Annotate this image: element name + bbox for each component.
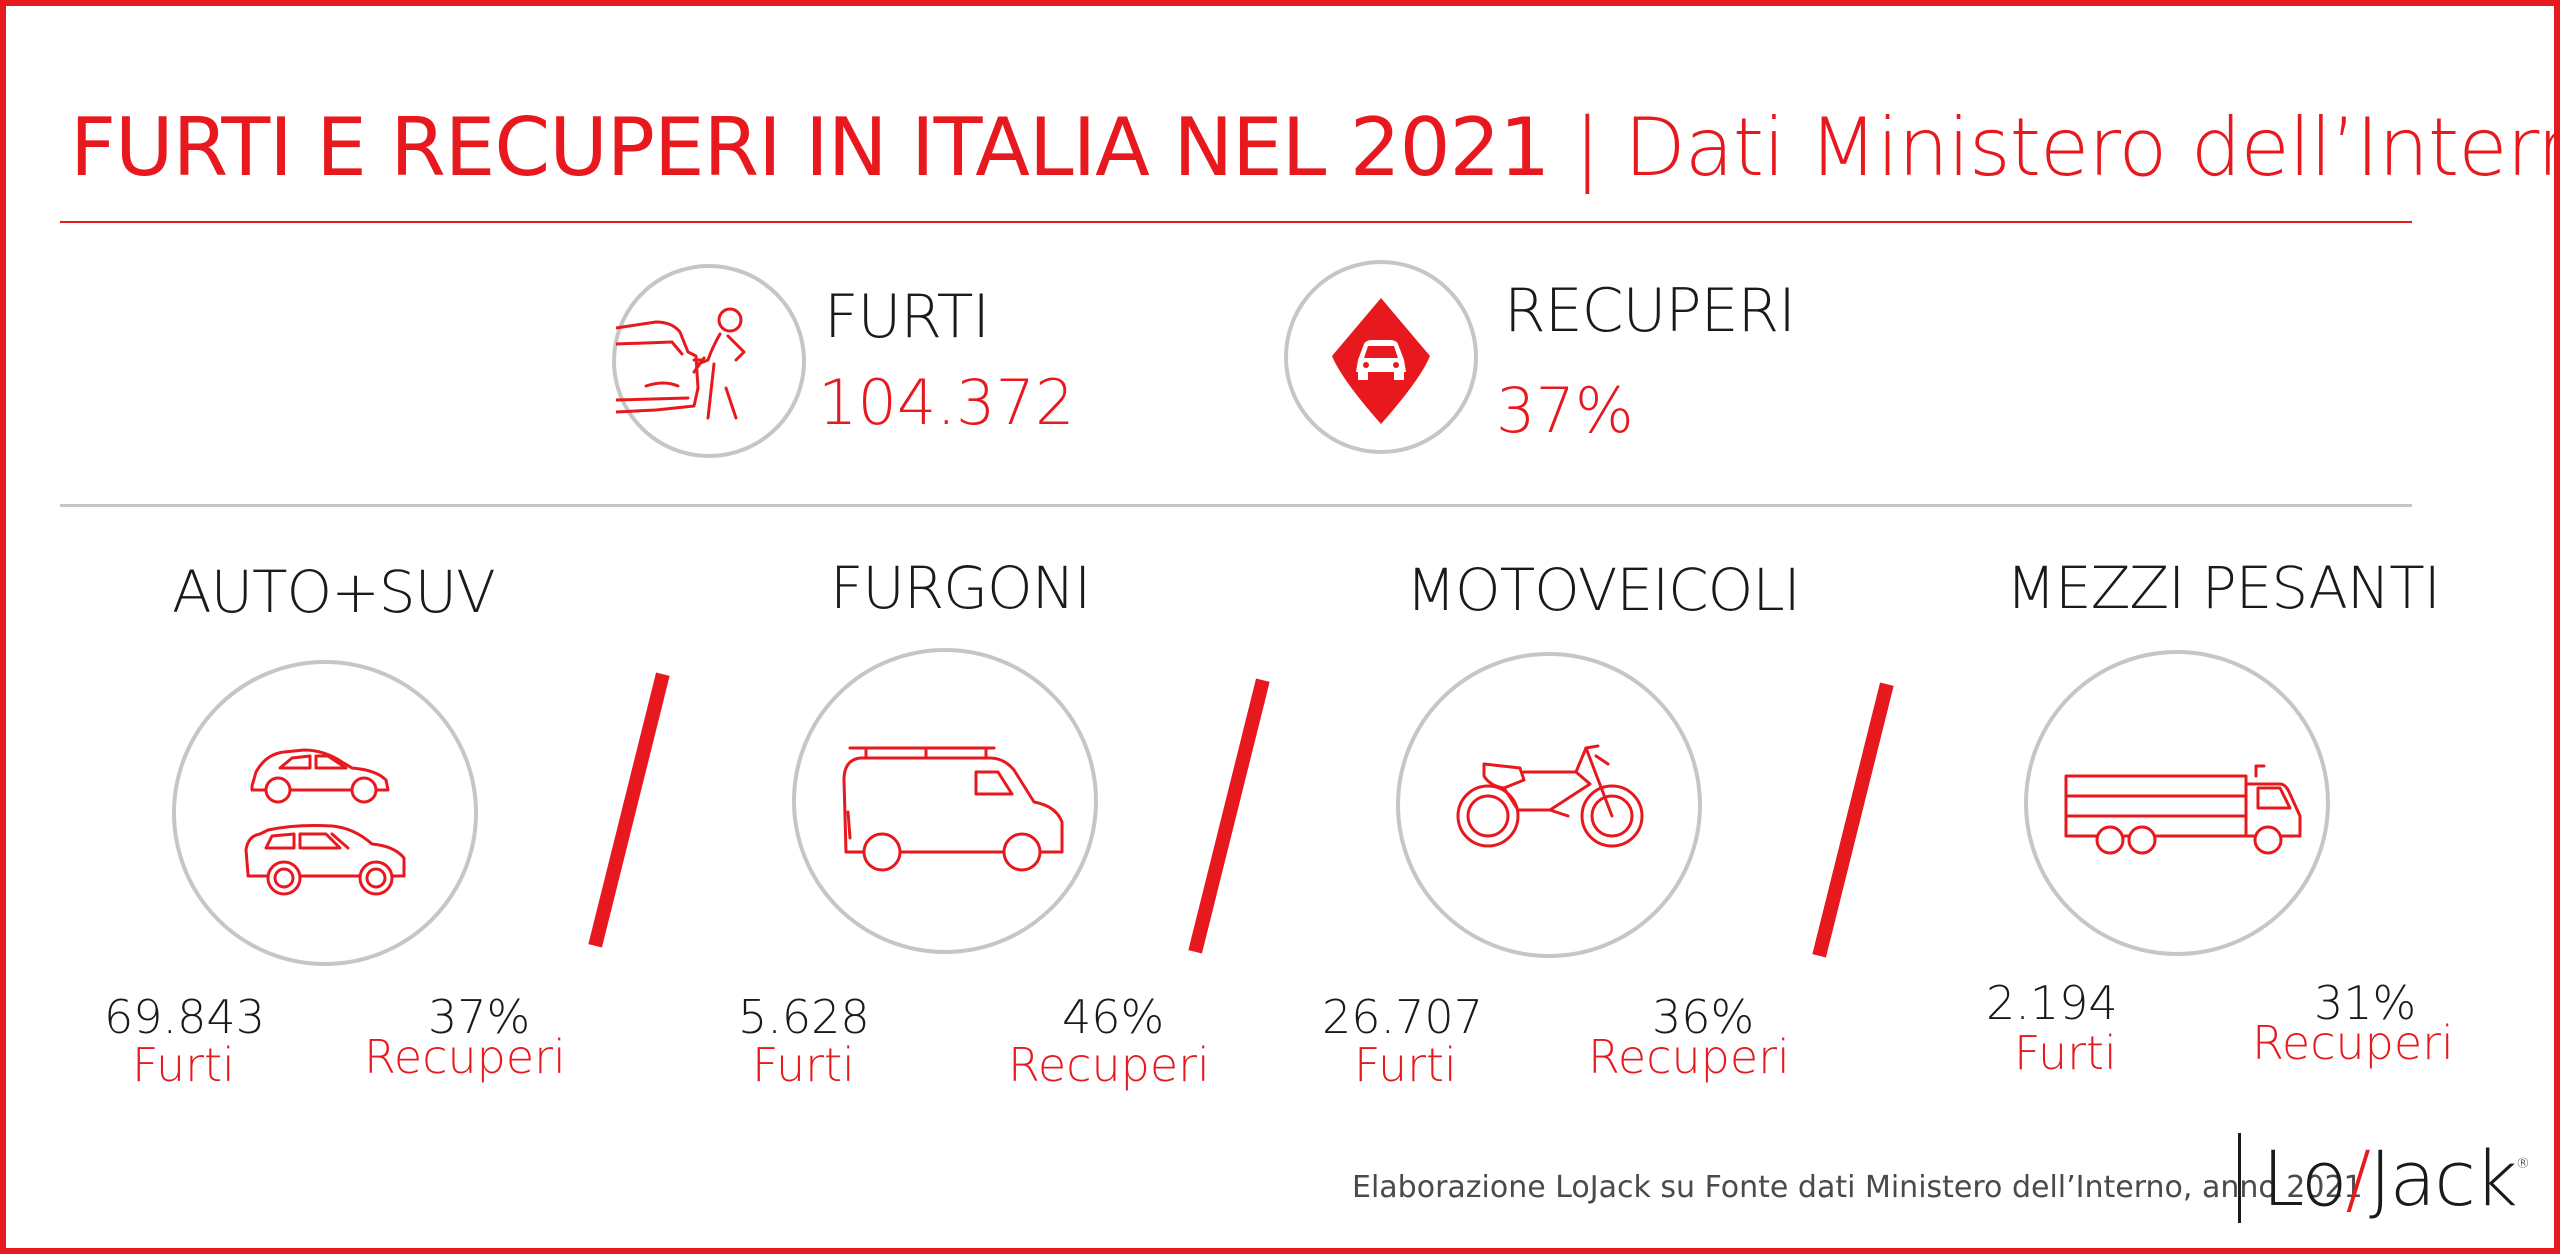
title-main: FURTI E RECUPERI IN ITALIA NEL 2021 [70, 101, 1550, 194]
auto-suv-recuperi-label: Recuperi [364, 1030, 566, 1084]
car-suv-icon [244, 748, 406, 896]
category-label-motoveicoli: MOTOVEICOLI [1406, 556, 1801, 624]
truck-icon [2064, 764, 2302, 855]
motoveicoli-recuperi-value: 36% [1652, 990, 1755, 1044]
motoveicoli-furti-label: Furti [1354, 1038, 1457, 1092]
mezzi-pesanti-icon-circle [2024, 650, 2330, 956]
auto-suv-furti-value: 69.843 [104, 990, 265, 1044]
logo-slash: / [2345, 1134, 2372, 1223]
lojack-logo: Lo/Jack® [2262, 1134, 2530, 1223]
page-title: FURTI E RECUPERI IN ITALIA NEL 2021 | Da… [70, 98, 2560, 198]
logo-registered-mark: ® [2515, 1156, 2530, 1172]
mezzi-pesanti-furti-label: Furti [2014, 1026, 2117, 1080]
logo-text-left: Lo [2262, 1134, 2348, 1223]
recuperi-total-value: 37% [1496, 374, 1634, 447]
motoveicoli-icon-circle [1396, 652, 1702, 958]
furti-total-icon-circle [612, 264, 806, 458]
logo-divider [2238, 1133, 2241, 1223]
furti-total-value: 104.372 [818, 366, 1075, 439]
mezzi-pesanti-recuperi-label: Recuperi [2252, 1016, 2454, 1070]
title-separator: | [1573, 101, 1601, 194]
furgoni-icon-circle [792, 648, 1098, 954]
logo-text-right: Jack [2369, 1134, 2518, 1223]
car-thief-icon [616, 307, 746, 420]
recuperi-total-icon-circle [1284, 260, 1478, 454]
motoveicoli-furti-value: 26.707 [1322, 990, 1483, 1044]
category-label-auto-suv: AUTO+SUV [172, 558, 496, 626]
furgoni-furti-label: Furti [752, 1038, 855, 1092]
auto-suv-recuperi-value: 37% [428, 990, 531, 1044]
furgoni-furti-value: 5.628 [738, 990, 870, 1044]
furti-total-label: FURTI [824, 282, 990, 352]
furgoni-recuperi-value: 46% [1062, 990, 1165, 1044]
recuperi-total-label: RECUPERI [1504, 276, 1796, 346]
mezzi-pesanti-recuperi-value: 31% [2314, 976, 2417, 1030]
section-divider [60, 504, 2412, 507]
motoveicoli-recuperi-label: Recuperi [1588, 1030, 1790, 1084]
van-icon [842, 746, 1064, 872]
category-label-mezzi-pesanti: MEZZI PESANTI [2006, 554, 2441, 622]
furgoni-recuperi-label: Recuperi [1008, 1038, 1210, 1092]
auto-suv-furti-label: Furti [132, 1038, 235, 1092]
category-label-furgoni: FURGONI [830, 554, 1091, 622]
map-pin-car-icon [1332, 298, 1430, 424]
mezzi-pesanti-furti-value: 2.194 [1986, 976, 2118, 1030]
motorcycle-icon [1456, 744, 1644, 848]
title-divider [60, 221, 2412, 223]
title-source: Dati Ministero dell’Interno [1624, 101, 2560, 194]
source-credit: Elaborazione LoJack su Fonte dati Minist… [1352, 1170, 2363, 1205]
auto-suv-icon-circle [172, 660, 478, 966]
